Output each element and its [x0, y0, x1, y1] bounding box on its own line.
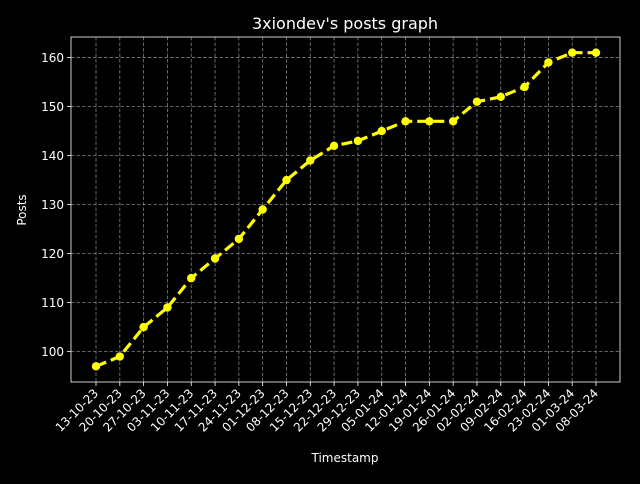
axes — [67, 36, 621, 386]
data-point — [520, 82, 529, 92]
data-point — [472, 97, 482, 106]
y-tick-label: 160 — [41, 51, 64, 65]
y-tick-label: 100 — [41, 345, 64, 359]
grid — [71, 37, 620, 382]
data-point — [282, 175, 291, 185]
data-point — [234, 234, 244, 244]
data-point — [163, 303, 172, 312]
data-point — [210, 254, 220, 263]
y-tick-label: 110 — [41, 296, 64, 310]
data-point — [377, 126, 386, 136]
y-tick-label: 130 — [41, 198, 64, 212]
data-point — [91, 362, 101, 371]
data-point — [567, 48, 577, 57]
data-point — [329, 141, 339, 150]
chart-title: 3xiondev's posts graph — [252, 14, 438, 33]
y-axis-label: Posts — [15, 194, 29, 225]
y-tick-label: 140 — [41, 149, 64, 163]
data-point — [401, 117, 410, 126]
data-point — [306, 156, 315, 165]
data-point — [187, 273, 196, 283]
data-point — [591, 48, 601, 57]
x-axis-label: Timestamp — [311, 451, 379, 465]
series — [91, 48, 601, 371]
data-point — [258, 205, 267, 214]
data-point — [115, 352, 125, 361]
y-tick-label: 120 — [41, 247, 64, 261]
data-point — [496, 92, 505, 101]
data-point — [425, 117, 434, 126]
y-tick-label: 150 — [41, 100, 64, 114]
data-point — [448, 117, 458, 126]
plot-frame — [70, 36, 621, 383]
series-line — [95, 51, 596, 368]
data-point — [139, 322, 148, 332]
tick-labels: 13-10-2320-10-2327-10-2303-11-2310-11-23… — [41, 51, 601, 435]
data-point — [544, 58, 553, 67]
data-point — [353, 136, 363, 146]
